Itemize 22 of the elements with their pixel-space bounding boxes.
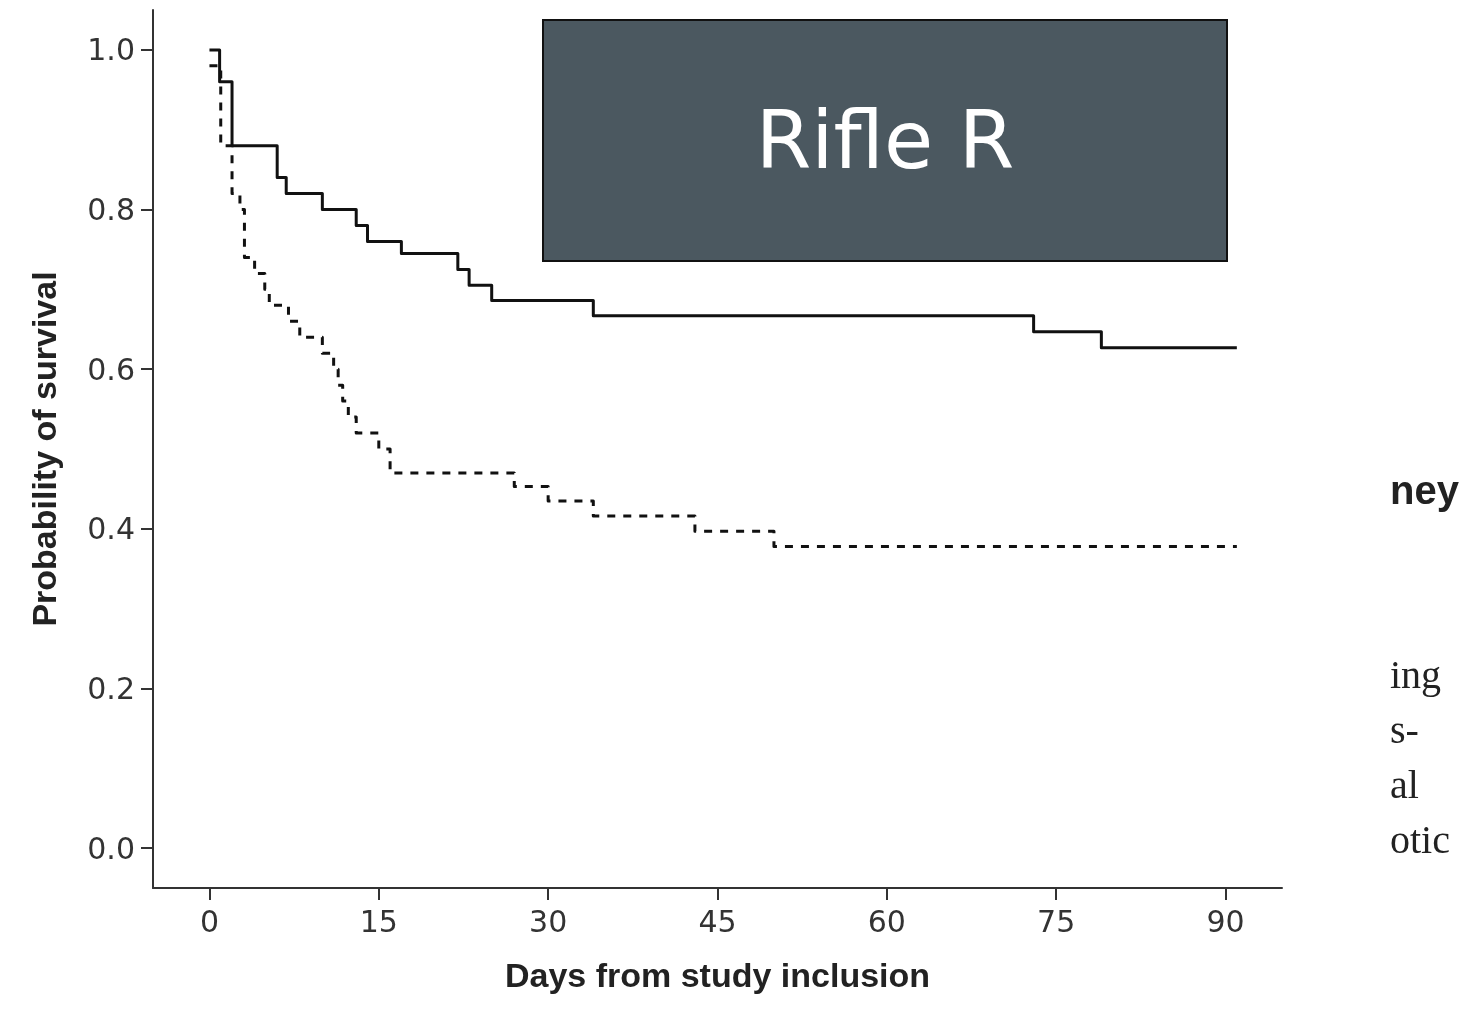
- y-tick-label: 1.0: [87, 32, 135, 68]
- x-tick-label: 60: [867, 903, 906, 939]
- text: otic: [1390, 817, 1450, 862]
- y-tick-label: 0.6: [87, 351, 135, 387]
- y-tick-label: 0.0: [87, 830, 135, 866]
- y-tick-label: 0.2: [87, 670, 135, 706]
- text: ing: [1390, 652, 1442, 697]
- y-tick-label: 0.8: [87, 192, 135, 228]
- y-axis-title: Probability of survival: [25, 271, 63, 627]
- x-axis-title: Days from study inclusion: [504, 956, 931, 994]
- x-tick-label: 0: [199, 903, 219, 939]
- label-box: Rifle R: [542, 19, 1228, 262]
- x-tick-label: 90: [1206, 903, 1245, 939]
- y-tick-label: 0.4: [87, 511, 135, 547]
- x-tick-label: 45: [698, 903, 737, 939]
- annotation: Rifle R: [755, 94, 1015, 187]
- x-tick-label: 75: [1037, 903, 1076, 939]
- text: s-: [1390, 707, 1419, 752]
- x-tick-label: 15: [359, 903, 398, 939]
- x-tick-label: 30: [529, 903, 568, 939]
- text: al: [1390, 762, 1419, 807]
- text: ney: [1390, 468, 1459, 512]
